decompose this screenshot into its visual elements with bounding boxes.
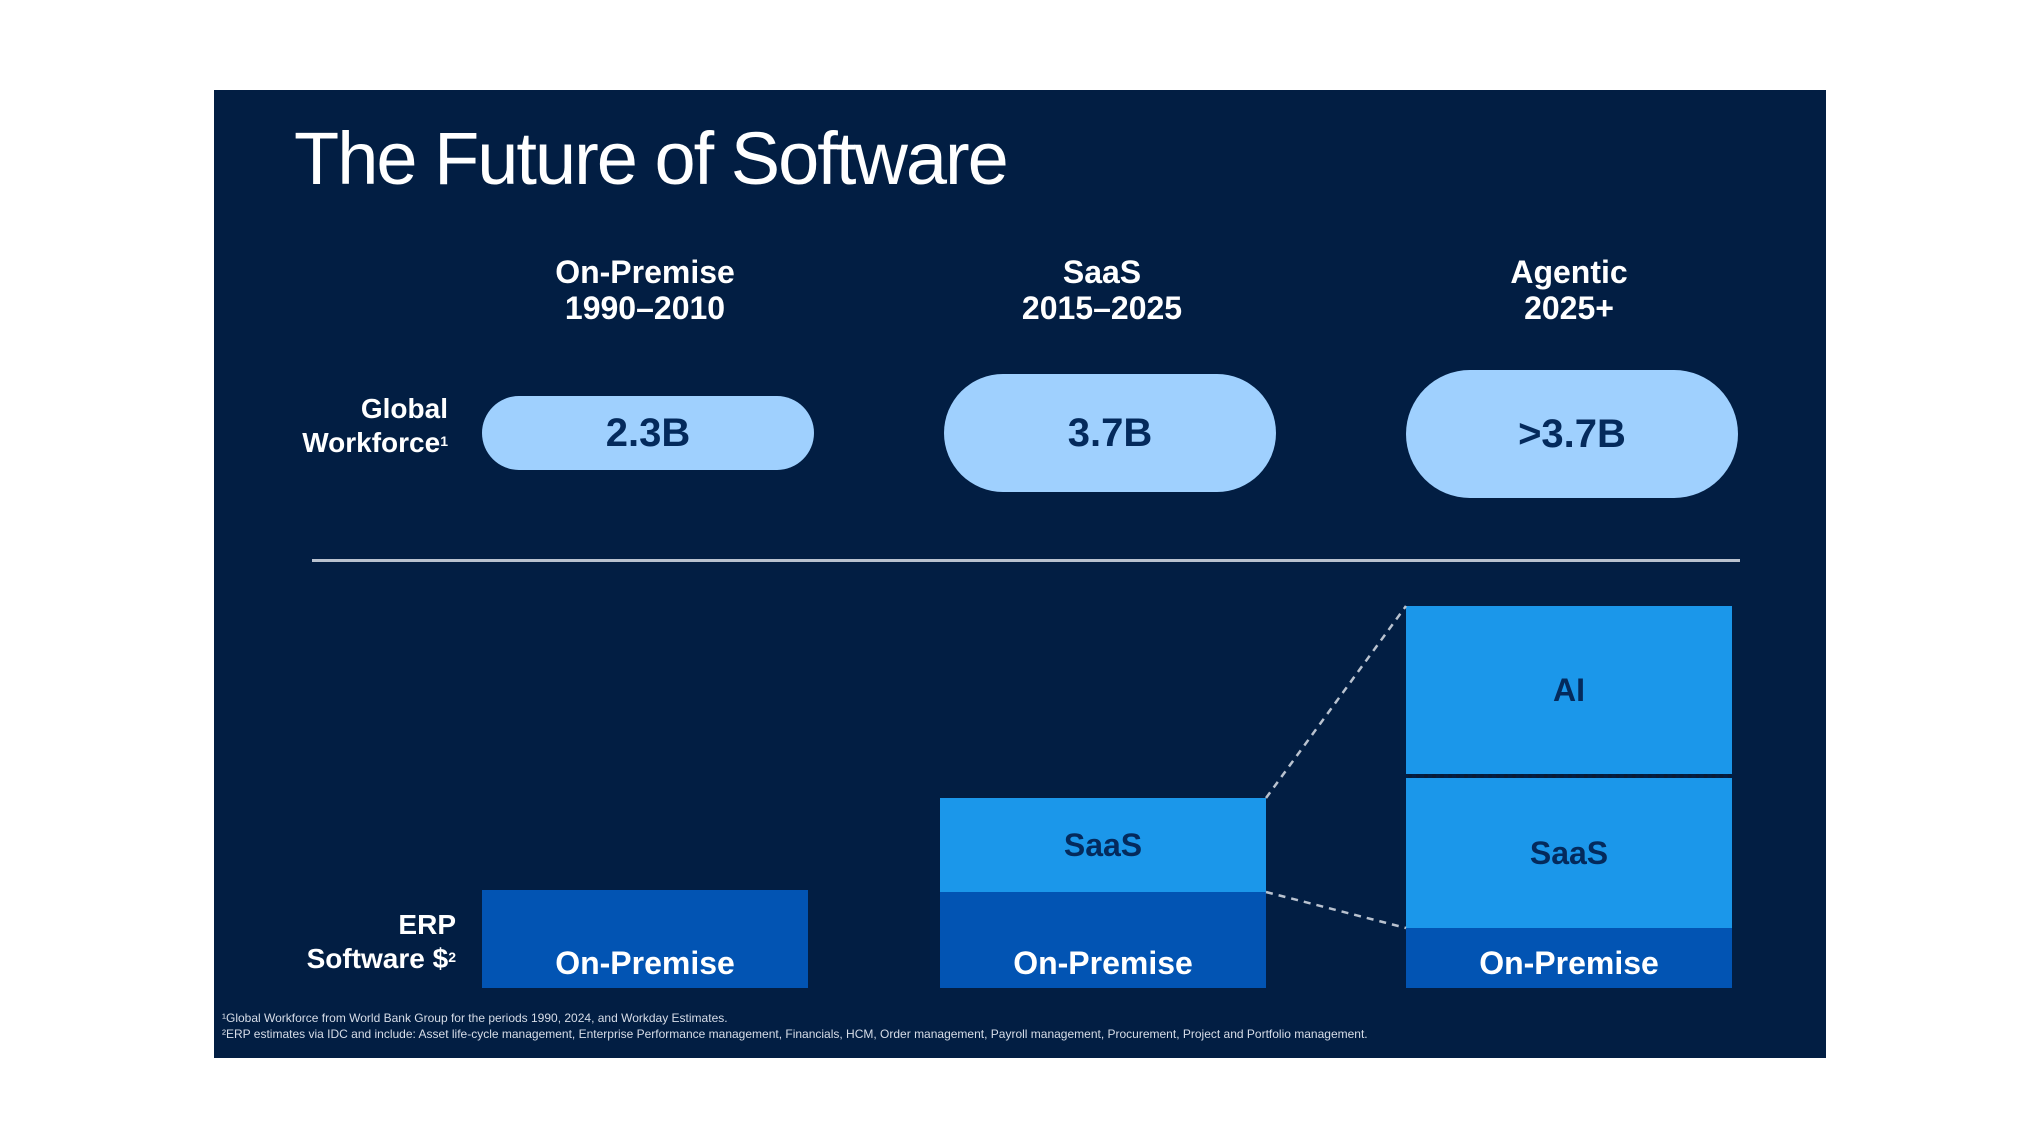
slide-title: The Future of Software <box>294 117 1009 200</box>
bar-ai-era3: AI <box>1406 606 1732 774</box>
column-name: Agentic <box>1510 254 1628 290</box>
row-label-line2: Software $2 <box>306 943 456 974</box>
workforce-value: 3.7B <box>1067 410 1153 455</box>
column-period: 1990–2010 <box>564 290 726 326</box>
column-header-on-premise: On-Premise 1990–2010 <box>435 254 855 326</box>
bar-label: AI <box>1553 671 1585 708</box>
footnote-ref: 1 <box>440 433 448 449</box>
bar-label: On-Premise <box>555 945 735 981</box>
connector-bottom-line <box>1265 890 1407 930</box>
column-period: 2025+ <box>1524 290 1614 326</box>
column-name: On-Premise <box>555 254 735 290</box>
bar-saas-era2: SaaS <box>940 798 1266 892</box>
bar-label: SaaS <box>1063 826 1143 863</box>
row-label-line1: Global <box>360 393 448 424</box>
column-header-saas: SaaS 2015–2025 <box>892 254 1312 326</box>
bar-label: SaaS <box>1529 834 1609 871</box>
workforce-pill-on-premise: 2.3B <box>482 396 814 470</box>
row-label-line2: Workforce1 <box>302 427 448 458</box>
connector-top-line <box>1264 605 1408 799</box>
footnotes: ¹Global Workforce from World Bank Group … <box>222 1010 1822 1042</box>
footnote-1: ¹Global Workforce from World Bank Group … <box>222 1011 728 1025</box>
workforce-pill-agentic: >3.7B <box>1406 370 1738 498</box>
bar-on-premise-era1: On-Premise <box>482 890 808 988</box>
row-label-line1: ERP <box>398 909 456 940</box>
row-label-erp-software: ERP Software $2 <box>256 908 456 976</box>
workforce-value: 2.3B <box>605 410 691 455</box>
footnote-ref: 2 <box>448 949 456 965</box>
column-name: SaaS <box>1062 254 1142 290</box>
ai-saas-dotted-separator <box>1408 774 1732 778</box>
footnote-2: ²ERP estimates via IDC and include: Asse… <box>222 1027 1368 1041</box>
workforce-value: >3.7B <box>1518 411 1626 456</box>
section-divider <box>312 559 1740 562</box>
column-period: 2015–2025 <box>1021 290 1183 326</box>
column-header-agentic: Agentic 2025+ <box>1359 254 1779 326</box>
connector-lines <box>1264 605 1408 930</box>
bar-on-premise-era2: On-Premise <box>940 892 1266 988</box>
bar-saas-era3: SaaS <box>1406 778 1732 928</box>
row-label-global-workforce: Global Workforce1 <box>248 392 448 460</box>
bar-label: On-Premise <box>1013 945 1193 981</box>
slide: The Future of Software On-Premise 1990–2… <box>214 90 1826 1058</box>
bar-label: On-Premise <box>1479 945 1659 981</box>
bar-on-premise-era3: On-Premise <box>1406 928 1732 988</box>
workforce-pill-saas: 3.7B <box>944 374 1276 492</box>
